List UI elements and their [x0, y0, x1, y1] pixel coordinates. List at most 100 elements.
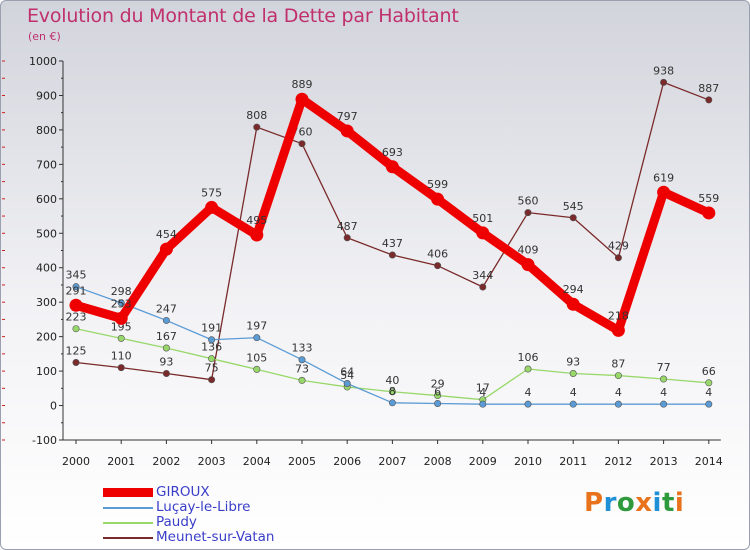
y-tick-label: 400 [36, 262, 57, 275]
data-point-giroux [205, 200, 219, 214]
data-point-lu-ay-le-libre [117, 299, 125, 307]
data-label-lu-ay-le-libre: 64 [340, 365, 354, 378]
data-label-meunet-sur-vatan: 406 [427, 248, 448, 261]
data-point-lu-ay-le-libre [298, 356, 306, 364]
logo-letter: i [674, 488, 685, 518]
data-point-meunet-sur-vatan [524, 209, 532, 217]
data-label-giroux: 619 [653, 171, 674, 184]
data-label-paudy: 73 [295, 362, 309, 375]
data-point-lu-ay-le-libre [705, 400, 713, 408]
data-label-paudy: 87 [611, 358, 625, 371]
data-point-lu-ay-le-libre [569, 400, 577, 408]
data-label-meunet-sur-vatan: 344 [472, 269, 493, 282]
data-point-giroux [385, 160, 399, 174]
data-label-paudy: 93 [566, 356, 580, 369]
data-label-paudy: 167 [156, 330, 177, 343]
data-point-giroux [521, 258, 535, 272]
data-label-paudy: 77 [657, 361, 671, 374]
legend-item-meunet: Meunet-sur-Vatan [103, 529, 343, 545]
data-point-lu-ay-le-libre [253, 334, 261, 342]
data-point-paudy [524, 365, 532, 373]
legend-item-giroux: GIROUX [103, 484, 343, 500]
data-label-giroux: 575 [201, 186, 222, 199]
data-point-giroux [295, 92, 309, 106]
data-label-giroux: 294 [563, 283, 584, 296]
data-label-giroux: 599 [427, 178, 448, 191]
data-point-giroux [250, 228, 264, 242]
data-label-meunet-sur-vatan: 887 [698, 82, 719, 95]
data-point-meunet-sur-vatan [705, 96, 713, 104]
data-label-meunet-sur-vatan: 437 [382, 237, 403, 250]
data-label-paudy: 54 [340, 369, 354, 382]
data-label-lu-ay-le-libre: 191 [201, 322, 222, 335]
data-point-lu-ay-le-libre [208, 336, 216, 344]
data-label-lu-ay-le-libre: 4 [660, 386, 667, 399]
data-point-giroux [476, 226, 490, 240]
data-label-meunet-sur-vatan: 125 [66, 344, 87, 357]
y-tick-label: 800 [36, 124, 57, 137]
logo-letter: x [635, 488, 653, 518]
data-point-meunet-sur-vatan [208, 376, 216, 384]
y-tick-label: 500 [36, 227, 57, 240]
legend-label-giroux: GIROUX [156, 484, 210, 500]
data-point-giroux [340, 124, 354, 138]
data-point-meunet-sur-vatan [660, 78, 668, 86]
data-label-paudy: 66 [702, 365, 716, 378]
data-point-paudy [253, 365, 261, 373]
data-point-meunet-sur-vatan [253, 123, 261, 131]
data-point-paudy [117, 334, 125, 342]
legend-swatch-lucay [103, 507, 153, 509]
x-tick-label: 2011 [559, 455, 587, 468]
data-label-lu-ay-le-libre: 197 [246, 320, 267, 333]
data-label-lu-ay-le-libre: 4 [570, 386, 577, 399]
data-label-meunet-sur-vatan: 808 [246, 109, 267, 122]
data-label-paudy: 29 [431, 378, 445, 391]
data-label-lu-ay-le-libre: 4 [525, 386, 532, 399]
data-point-giroux [566, 297, 580, 311]
data-point-paudy [72, 325, 80, 333]
data-label-giroux: 454 [156, 228, 177, 241]
data-point-paudy [162, 344, 170, 352]
legend-swatch-giroux [103, 488, 153, 497]
data-label-giroux: 501 [472, 212, 493, 225]
data-point-paudy [614, 372, 622, 380]
logo-letter: t [661, 488, 675, 518]
data-point-giroux [159, 242, 173, 256]
data-label-giroux: 693 [382, 146, 403, 159]
y-tick-label: -100 [32, 434, 57, 447]
data-point-paudy [388, 388, 396, 396]
legend-swatch-paudy [103, 522, 153, 524]
data-point-paudy [434, 392, 442, 400]
data-point-paudy [569, 370, 577, 378]
legend-item-paudy: Paudy [103, 514, 343, 530]
y-tick-label: 700 [36, 158, 57, 171]
y-tick-label: 100 [36, 365, 57, 378]
proxiti-logo: Proxiti [584, 488, 684, 518]
data-point-lu-ay-le-libre [524, 400, 532, 408]
data-point-lu-ay-le-libre [479, 400, 487, 408]
data-point-paudy [298, 376, 306, 384]
data-point-giroux [69, 298, 83, 312]
data-point-giroux [657, 185, 671, 199]
data-label-giroux: 495 [246, 214, 267, 227]
data-point-paudy [705, 379, 713, 387]
data-label-giroux: 253 [111, 297, 132, 310]
data-point-paudy [660, 375, 668, 383]
data-point-lu-ay-le-libre [343, 379, 351, 387]
data-label-lu-ay-le-libre: 247 [156, 302, 177, 315]
data-label-meunet-sur-vatan: 429 [608, 240, 629, 253]
data-point-meunet-sur-vatan [298, 140, 306, 148]
y-tick-label: 0 [50, 400, 57, 413]
y-tick-label: 1000 [29, 55, 57, 68]
x-tick-label: 2002 [152, 455, 180, 468]
data-label-lu-ay-le-libre: 8 [389, 385, 396, 398]
chart-legend: GIROUX Luçay-le-Libre Paudy Meunet-sur-V… [103, 484, 343, 545]
x-tick-label: 2014 [695, 455, 723, 468]
data-label-meunet-sur-vatan: 545 [563, 200, 584, 213]
data-label-meunet-sur-vatan: 75 [205, 362, 219, 375]
data-point-meunet-sur-vatan [343, 234, 351, 242]
data-label-giroux: 291 [66, 284, 87, 297]
x-tick-label: 2012 [604, 455, 632, 468]
legend-swatch-meunet [103, 537, 153, 539]
